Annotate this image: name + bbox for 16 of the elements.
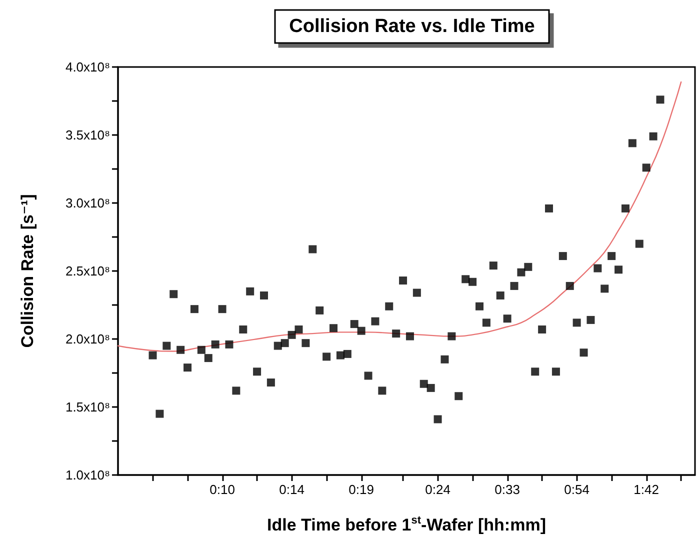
x-tick-label: 0:54 xyxy=(564,482,590,497)
x-tick-label: 1:42 xyxy=(634,482,659,497)
x-tick-label: 0:33 xyxy=(494,482,520,497)
y-tick-label: 3.5x10⁸ xyxy=(65,128,110,142)
y-tick-label: 3.0x10⁸ xyxy=(65,196,110,210)
y-tick-label: 1.5x10⁸ xyxy=(65,400,110,414)
y-tick-label: 4.0x10⁸ xyxy=(65,60,110,74)
chart-title: Collision Rate vs. Idle Time xyxy=(289,16,535,37)
y-tick-label: 2.5x10⁸ xyxy=(65,264,110,278)
x-tick-label: 0:10 xyxy=(210,482,235,497)
x-tick-label: 0:24 xyxy=(425,482,450,497)
y-tick-label: 1.0x10⁸ xyxy=(65,468,110,482)
x-tick-label: 0:14 xyxy=(279,482,304,497)
y-axis-title: Collision Rate [s⁻¹] xyxy=(18,194,37,348)
y-tick-label: 2.0x10⁸ xyxy=(65,332,110,346)
x-tick-label: 0:19 xyxy=(348,482,374,497)
